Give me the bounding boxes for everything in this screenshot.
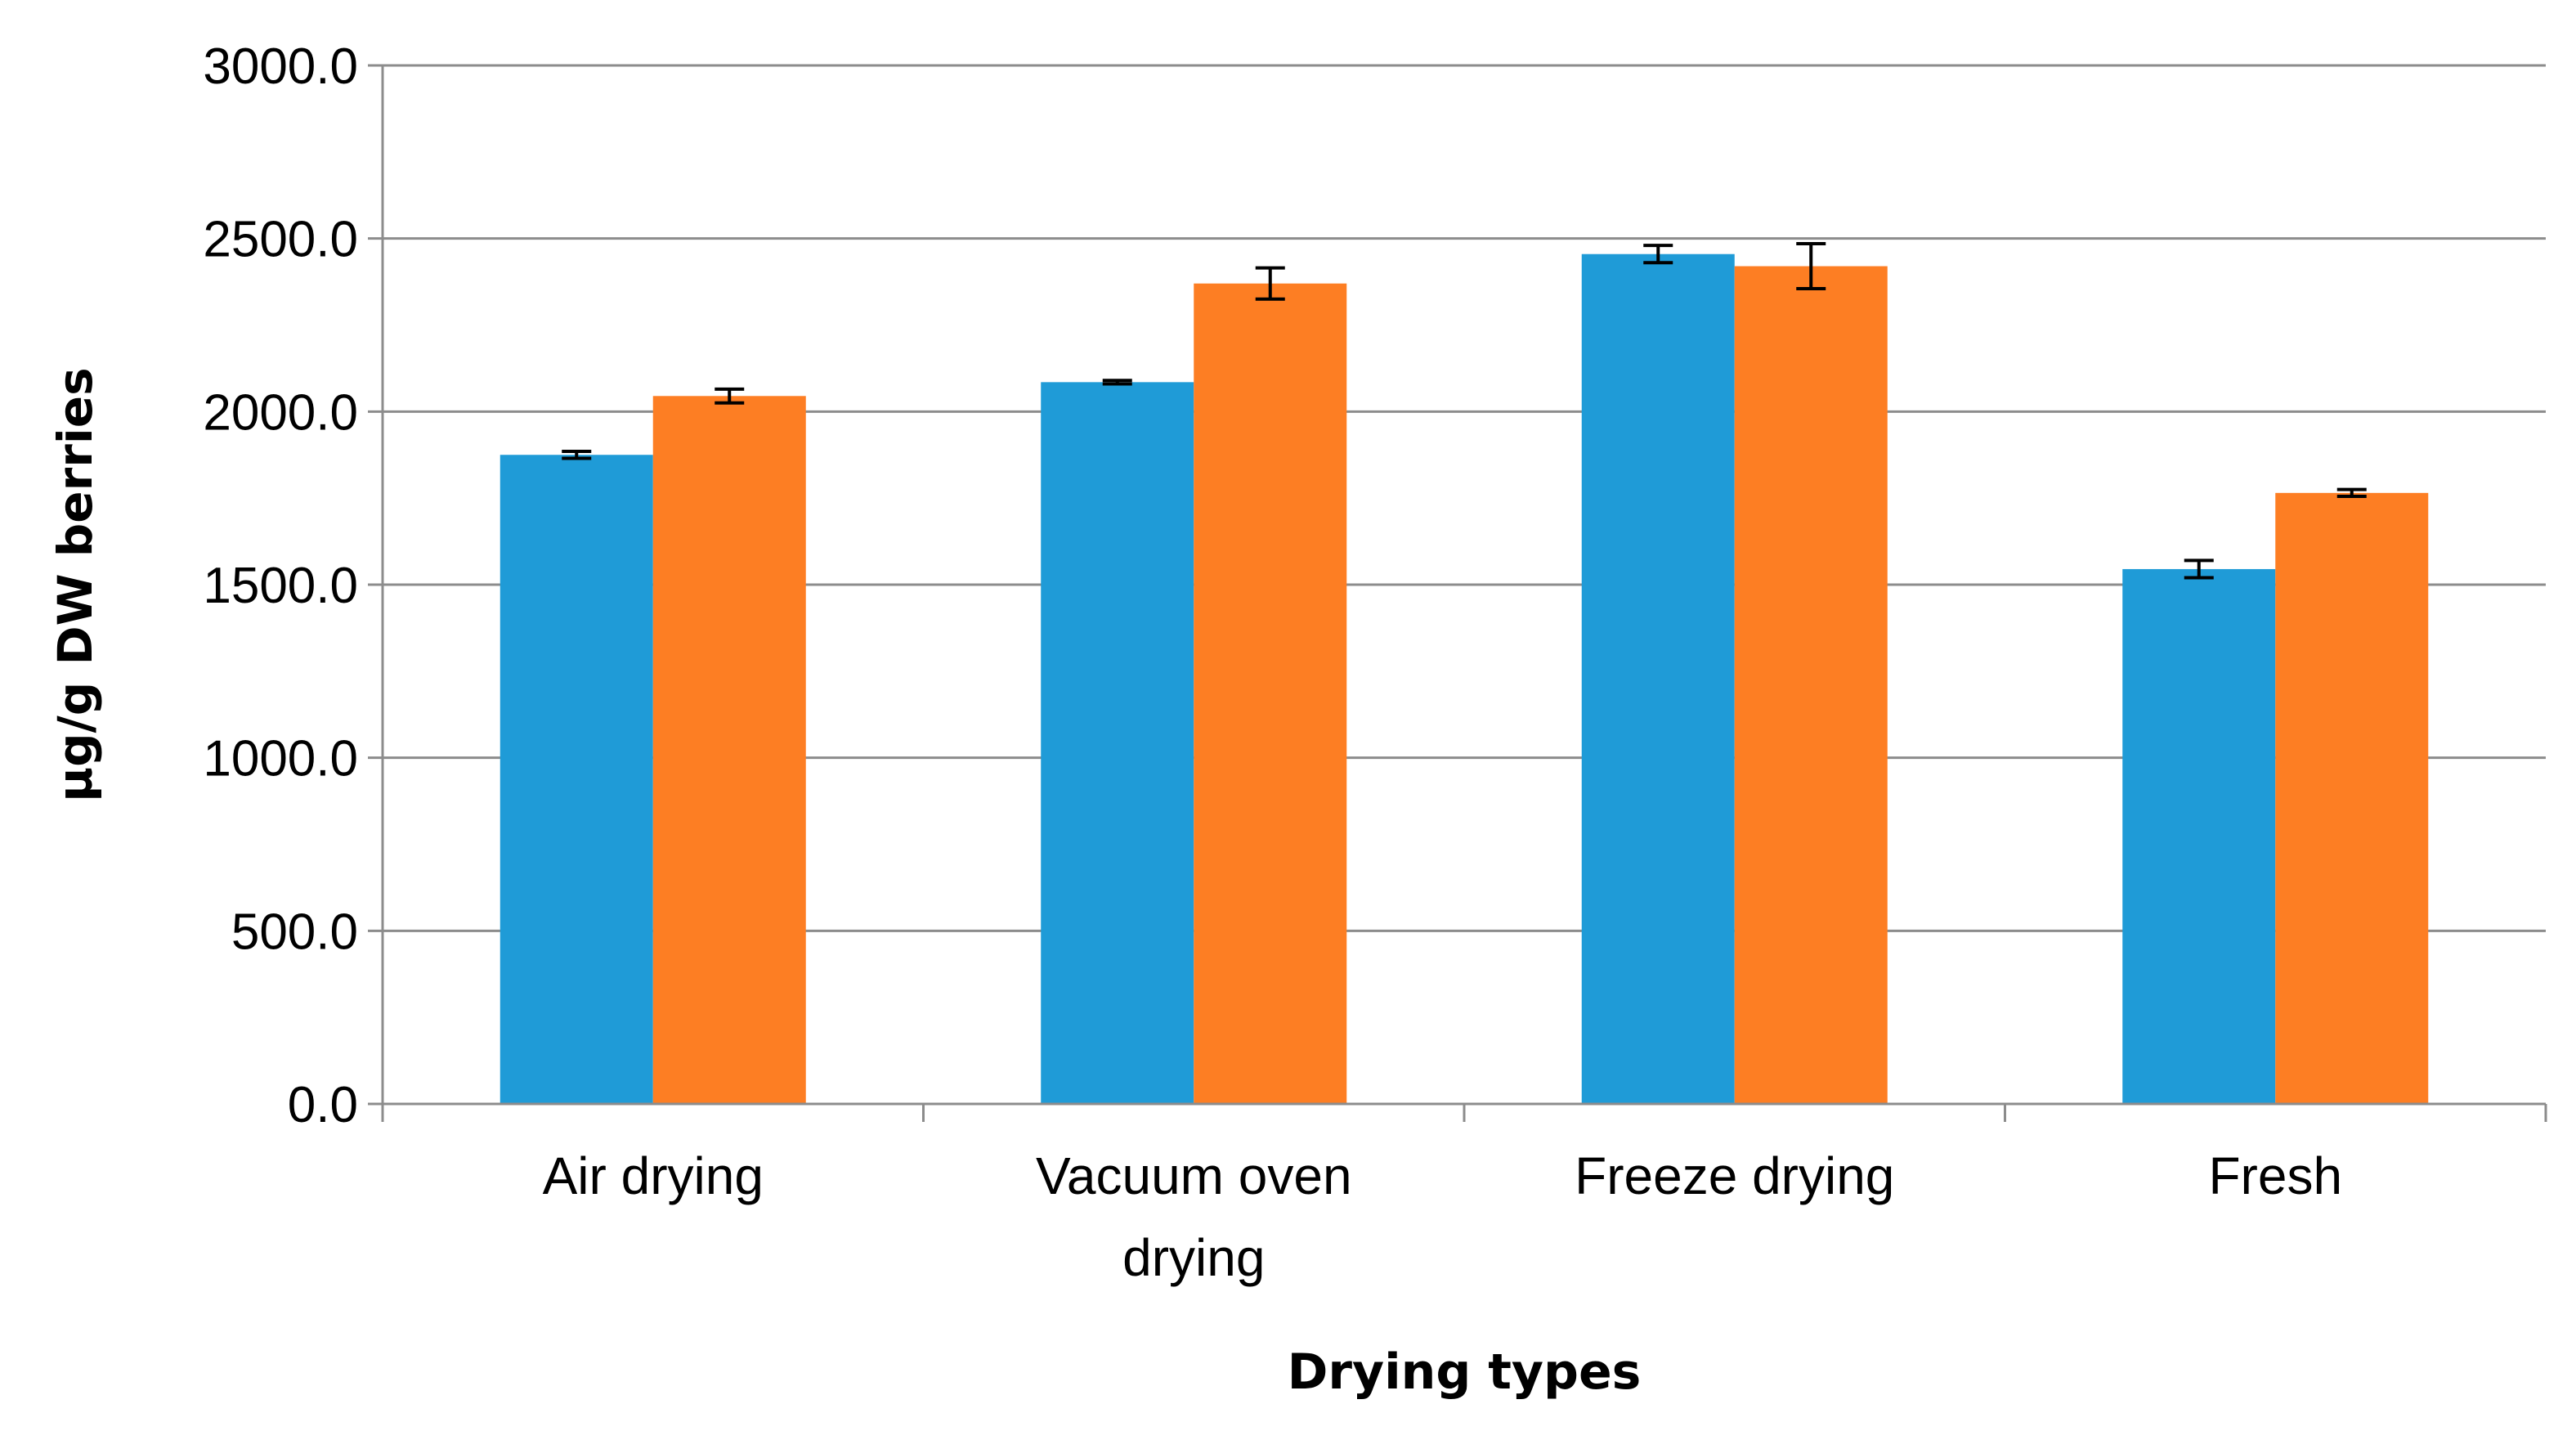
x-category-labels: Air drying Vacuum oven drying Freeze drying…	[543, 1146, 2342, 1287]
x-category-label: Fresh	[2208, 1146, 2342, 1205]
y-tick-label: 3000.0	[203, 38, 358, 95]
x-category-label: Freeze drying	[1575, 1146, 1894, 1205]
y-tick-label: 1000.0	[203, 731, 358, 787]
y-tick-labels: 0.0 500.0 1000.0 1500.0 2000.0 2500.0 3000.0	[203, 38, 358, 1133]
bar-series-1-2	[1581, 253, 1735, 1104]
y-tick-label: 0.0	[288, 1077, 358, 1133]
bar-series-2-0	[652, 396, 806, 1104]
y-tick-label: 1500.0	[203, 558, 358, 614]
y-tick-label: 500.0	[231, 904, 358, 960]
error-bars	[562, 242, 2367, 580]
y-tick-label: 2000.0	[203, 384, 358, 441]
x-category-label: Vacuum oven	[1036, 1146, 1352, 1205]
bars	[500, 253, 2429, 1105]
bar-series-1-3	[2122, 568, 2276, 1104]
y-axis-title: µg/g DW berries	[47, 367, 103, 801]
bar-series-2-2	[1734, 266, 1888, 1104]
bar-series-1-0	[500, 455, 653, 1104]
x-axis-title: Drying types	[1288, 1344, 1642, 1401]
axes	[368, 64, 2547, 1122]
x-category-label: Air drying	[543, 1146, 764, 1205]
y-tick-label: 2500.0	[203, 212, 358, 268]
bar-series-2-1	[1194, 283, 1347, 1104]
bar-series-1-1	[1041, 382, 1194, 1105]
bar-series-2-3	[2275, 492, 2429, 1104]
x-category-label: drying	[1122, 1228, 1265, 1287]
